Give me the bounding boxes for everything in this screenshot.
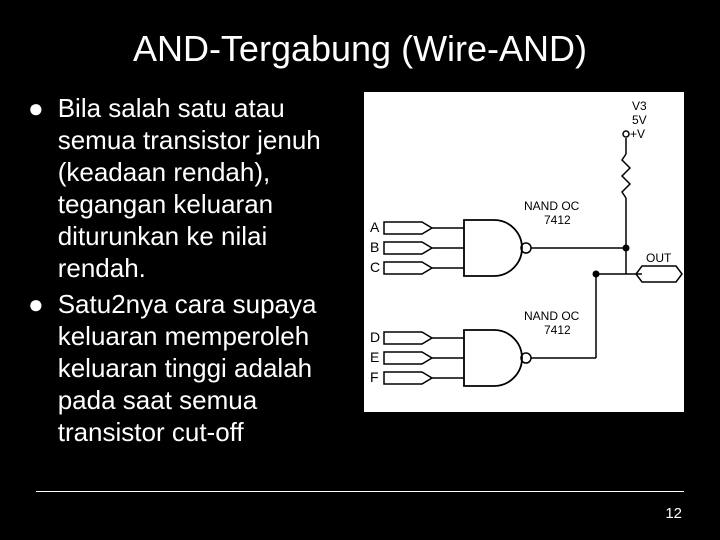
bullet-text: Satu2nya cara supaya keluaran memperoleh… [58,288,354,448]
input-c-label: C [370,259,380,275]
bullet-marker: ● [28,92,44,284]
input-b-pin [384,242,464,254]
power-v3-label: V3 [632,99,647,113]
input-d-pin [384,332,464,344]
text-column: ● Bila salah satu atau semua transistor … [24,92,364,452]
gate1-label2: 7412 [544,213,571,227]
bullet-item: ● Bila salah satu atau semua transistor … [24,92,354,284]
input-f-label: F [370,369,379,385]
bullet-marker: ● [28,288,44,448]
power-plusv-label: +V [630,127,645,141]
input-b-label: B [370,239,379,255]
input-e-label: E [370,349,379,365]
output-pin-icon [636,266,682,282]
gate1-label1: NAND OC [524,199,580,213]
input-c-pin [384,262,464,274]
power-5v-label: 5V [632,113,647,127]
gate2-label1: NAND OC [524,309,580,323]
node-dot-icon [593,271,600,278]
input-a-label: A [370,219,380,235]
input-d-label: D [370,329,380,345]
nand-gate-1-icon [464,220,522,276]
page-number: 12 [665,505,682,522]
power-node-icon [623,131,629,137]
bullet-item: ● Satu2nya cara supaya keluaran memperol… [24,288,354,448]
input-f-pin [384,372,464,384]
page-title: AND-Tergabung (Wire-AND) [0,0,720,92]
content-row: ● Bila salah satu atau semua transistor … [0,92,720,452]
bullet-text: Bila salah satu atau semua transistor je… [58,92,354,284]
input-e-pin [384,352,464,364]
circuit-diagram: V3 5V +V NAND OC 7412 A B C [364,92,684,412]
output-label: OUT [646,251,672,265]
nand-gate-2-icon [464,330,522,386]
gate2-label2: 7412 [544,323,571,337]
resistor-icon [622,154,630,198]
divider [36,491,684,492]
input-a-pin [384,222,464,234]
node-dot-icon [623,245,630,252]
